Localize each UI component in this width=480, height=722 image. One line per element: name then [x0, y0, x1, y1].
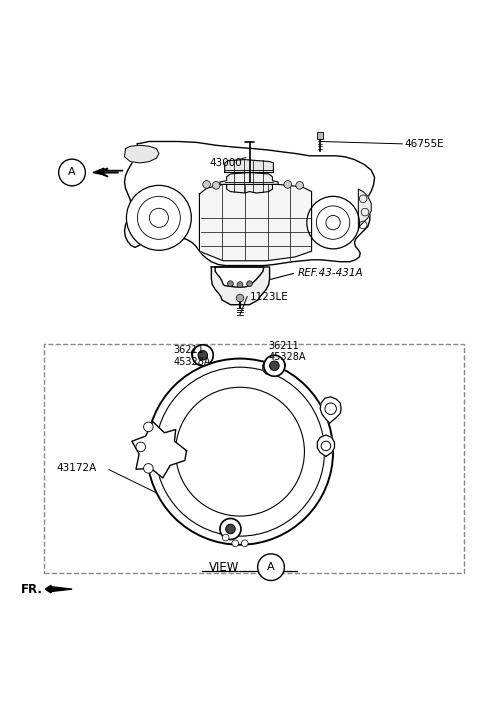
Bar — [44, 344, 464, 573]
Circle shape — [237, 282, 243, 287]
Polygon shape — [199, 184, 312, 261]
Polygon shape — [192, 347, 211, 365]
Circle shape — [284, 180, 291, 188]
Polygon shape — [359, 189, 371, 230]
Polygon shape — [124, 142, 374, 266]
Circle shape — [144, 422, 153, 432]
Circle shape — [226, 524, 235, 534]
Circle shape — [321, 441, 331, 451]
Text: 36211
45328A: 36211 45328A — [269, 341, 306, 362]
Circle shape — [136, 442, 145, 452]
Circle shape — [258, 554, 284, 580]
Circle shape — [247, 281, 252, 287]
Polygon shape — [45, 586, 72, 593]
Text: A: A — [68, 168, 76, 178]
Text: REF.43-431A: REF.43-431A — [297, 268, 363, 278]
Polygon shape — [320, 397, 341, 423]
Circle shape — [236, 294, 244, 302]
Text: VIEW: VIEW — [209, 561, 240, 574]
Circle shape — [144, 464, 153, 473]
Polygon shape — [93, 168, 123, 175]
Circle shape — [203, 180, 210, 188]
Text: 1123LE: 1123LE — [250, 292, 288, 302]
Circle shape — [212, 181, 220, 189]
Circle shape — [59, 159, 85, 186]
Circle shape — [228, 281, 233, 287]
Text: 43172A: 43172A — [56, 464, 96, 474]
Text: FR.: FR. — [21, 583, 42, 596]
Polygon shape — [317, 435, 335, 456]
Circle shape — [325, 403, 336, 414]
Circle shape — [232, 540, 239, 547]
Circle shape — [307, 196, 360, 249]
Circle shape — [126, 186, 192, 251]
Polygon shape — [124, 145, 159, 163]
Text: 36211
45328A: 36211 45328A — [173, 345, 211, 367]
Text: A: A — [267, 562, 275, 572]
Circle shape — [296, 181, 303, 189]
Circle shape — [241, 540, 248, 547]
Bar — [317, 132, 323, 139]
Polygon shape — [215, 267, 264, 287]
Circle shape — [222, 534, 229, 541]
Circle shape — [147, 359, 333, 544]
Text: 43000: 43000 — [209, 158, 242, 168]
Polygon shape — [220, 173, 278, 193]
Circle shape — [198, 350, 207, 360]
Polygon shape — [263, 357, 285, 375]
Circle shape — [264, 355, 285, 376]
Polygon shape — [225, 160, 274, 173]
Polygon shape — [211, 267, 270, 305]
Circle shape — [220, 518, 241, 539]
Polygon shape — [132, 422, 187, 478]
Circle shape — [192, 345, 213, 366]
Circle shape — [270, 361, 279, 370]
Circle shape — [176, 387, 304, 516]
Text: 46755E: 46755E — [405, 139, 444, 149]
